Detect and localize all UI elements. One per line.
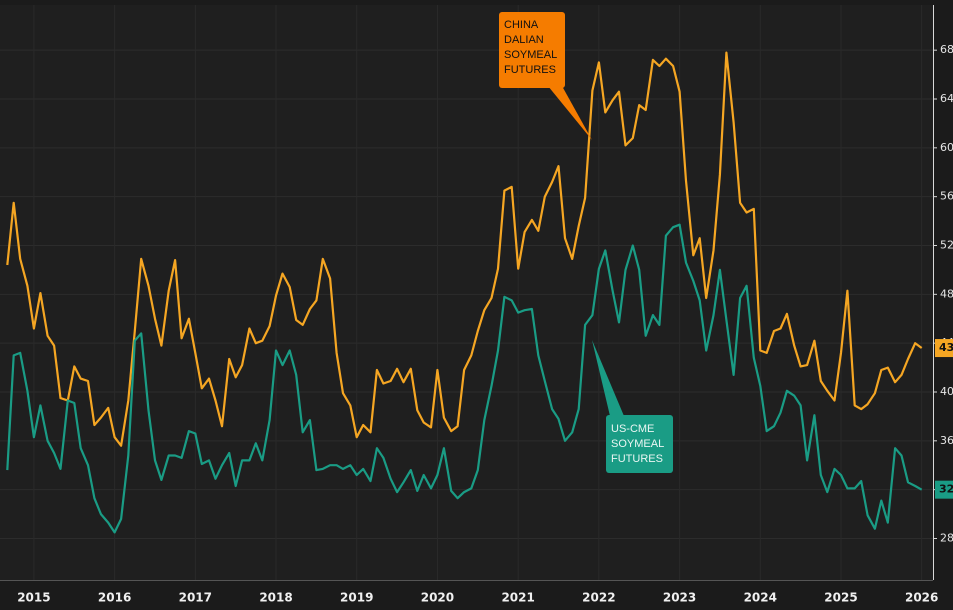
annotation-box [606,415,673,473]
y-tick-label: 280 [940,531,953,544]
x-tick-label: 2022 [582,591,615,605]
x-tick-label: 2021 [501,591,534,605]
y-tick-label: 560 [940,190,953,203]
x-tick-label: 2026 [905,591,938,605]
y-tick-label: 600 [940,141,953,154]
y-tick-label: 640 [940,92,953,105]
last-value-badge [935,339,953,358]
x-tick-label: 2019 [340,591,373,605]
annotation-pointer [548,86,592,140]
grid [0,5,933,580]
last-value-label: 436 [939,341,953,354]
y-tick-label: 520 [940,238,953,251]
annotation-line: FUTURES [611,453,663,465]
x-tick-label: 2015 [17,591,50,605]
labels: 2803203604004404805205606006406802015201… [17,43,953,605]
annotation-pointer [592,340,624,416]
annotation-line: CHINA [504,19,539,31]
lines [6,51,923,534]
annotation-line: US-CME [611,423,654,435]
x-tick-label: 2020 [421,591,454,605]
x-tick-label: 2024 [744,591,777,605]
annotation-box [499,12,565,88]
x-tick-label: 2018 [259,591,292,605]
last-value-badge [935,480,953,499]
y-tick-label: 480 [940,287,953,300]
last-value-label: 320 [939,483,953,496]
annotation-line: DALIAN [504,34,544,46]
annotation-line: FUTURES [504,64,556,76]
x-tick-label: 2025 [824,591,857,605]
annotation-line: SOYMEAL [504,49,557,61]
x-tick-label: 2017 [179,591,212,605]
series-line [6,223,923,534]
y-tick-label: 400 [940,385,953,398]
series-line [6,51,923,447]
annotation-us: US-CME SOYMEAL FUTURES [592,340,673,473]
x-tick-label: 2016 [98,591,131,605]
plot-area [0,5,933,580]
annotation-china: CHINA DALIAN SOYMEAL FUTURES [499,12,592,140]
x-tick-label: 2023 [663,591,696,605]
y-tick-label: 360 [940,434,953,447]
annotation-line: SOYMEAL [611,438,664,450]
y-tick-label: 680 [940,43,953,56]
